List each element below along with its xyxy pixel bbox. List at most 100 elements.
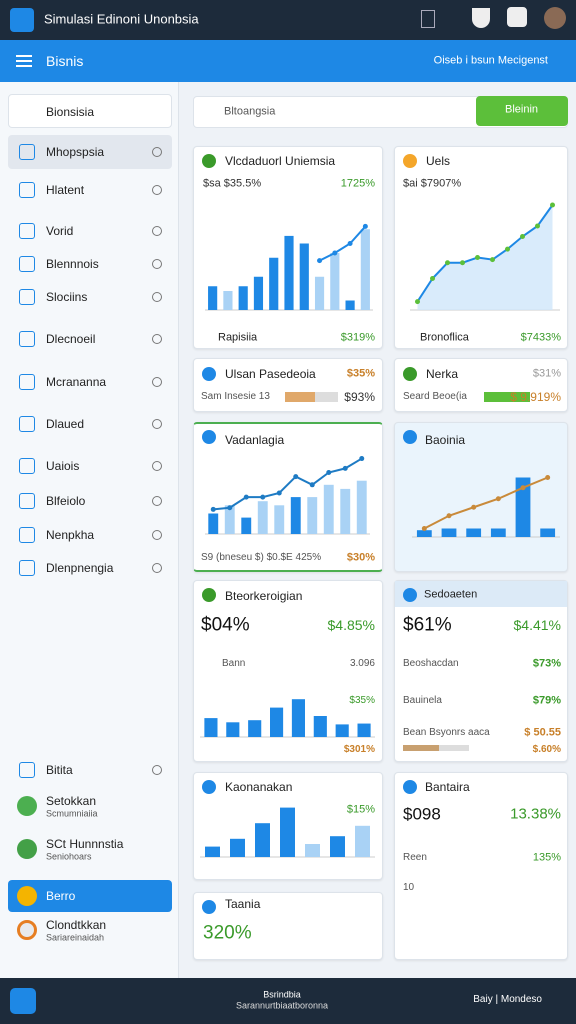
bar: [466, 528, 482, 537]
bar: [356, 480, 367, 534]
card-icon: [202, 367, 216, 381]
point: [520, 234, 525, 239]
row-label: Bean Bsyonrs aaca: [403, 727, 490, 738]
nav-item: Mhopspsia: [46, 145, 105, 159]
bar: [515, 477, 531, 537]
footer-title: Bsrindbia: [263, 989, 301, 1000]
card: [193, 358, 383, 412]
point: [260, 494, 266, 500]
bar: [360, 229, 370, 310]
point: [359, 456, 365, 462]
card-icon: [403, 780, 417, 794]
nav-item: Blfeiolo: [46, 494, 86, 508]
bar: [257, 501, 268, 534]
nav-icon: [19, 182, 35, 198]
avatar[interactable]: [544, 7, 566, 29]
bar: [355, 825, 370, 857]
bar: [253, 276, 264, 310]
bar: [270, 707, 284, 737]
nav-action[interactable]: [152, 496, 162, 506]
progress: [315, 392, 338, 402]
nav-icon: [19, 331, 35, 347]
icon[interactable]: [421, 10, 435, 28]
card: [193, 892, 383, 960]
card-footer-value: $30%: [346, 551, 375, 564]
nav-action[interactable]: [152, 226, 162, 236]
nav-item: Setokkan: [46, 794, 97, 808]
card: [193, 422, 383, 572]
card-footer-label: Seard Beoe(ia: [403, 391, 467, 402]
card-footer-value: $.60%: [532, 744, 561, 755]
bar: [274, 505, 285, 534]
card-footer-label: S9 (bneseu $) $0.$E 425%: [201, 552, 322, 563]
nav-action[interactable]: [152, 530, 162, 540]
point: [326, 470, 332, 475]
point: [430, 276, 435, 281]
nav-action[interactable]: [152, 147, 162, 157]
card-icon: [403, 154, 417, 168]
app-title: Simulasi Edinoni Unonbsia: [44, 11, 199, 27]
nav-action[interactable]: [152, 292, 162, 302]
nav-action[interactable]: [152, 563, 162, 573]
dropdown-label: Bionsisia: [46, 105, 95, 119]
bar: [248, 720, 262, 737]
bar: [305, 844, 320, 857]
nav-item: Hlatent: [46, 183, 85, 197]
point: [490, 257, 495, 263]
nav-icon: [19, 223, 35, 239]
nav-action[interactable]: [152, 765, 162, 775]
message-icon[interactable]: [507, 7, 527, 27]
point: [243, 494, 249, 500]
nav-item: Dlaued: [46, 417, 85, 431]
home-button[interactable]: [10, 988, 36, 1014]
nav-action[interactable]: [152, 259, 162, 269]
nav-item: Nenpkha: [46, 528, 95, 542]
card-title: Ulsan Pasedeoia: [225, 367, 316, 381]
nav-action[interactable]: [152, 185, 162, 195]
point: [445, 260, 450, 266]
line: [416, 204, 554, 303]
nav-selected[interactable]: [8, 135, 172, 169]
row-label: Bauinela: [403, 695, 442, 706]
point: [362, 223, 368, 229]
card-title: Nerka: [426, 367, 459, 381]
notification-icon[interactable]: [472, 8, 490, 28]
nav-action[interactable]: [152, 419, 162, 429]
search-placeholder: Bltoangsia: [224, 105, 276, 118]
card-row-label: Bann: [222, 658, 246, 669]
card-icon: [202, 780, 216, 794]
card-title: Baoinia: [425, 433, 466, 447]
card-icon: [202, 430, 216, 444]
bar: [208, 286, 218, 310]
bar: [345, 300, 355, 310]
point: [421, 526, 427, 531]
app-logo[interactable]: [10, 8, 34, 32]
card-title: Bantaira: [425, 780, 470, 794]
card-value: $ai $7907%: [403, 177, 462, 190]
nav-subitem: Scmumniaiia: [46, 808, 98, 819]
nav-action[interactable]: [152, 461, 162, 471]
point: [520, 485, 526, 491]
card-value: 320%: [203, 922, 252, 944]
row-value: $73%: [532, 657, 561, 670]
nav-action[interactable]: [152, 377, 162, 387]
point: [495, 496, 501, 502]
point: [227, 505, 233, 511]
nav-action[interactable]: [152, 334, 162, 344]
action-button[interactable]: [476, 96, 568, 126]
card-icon: [202, 900, 216, 914]
bar: [224, 505, 235, 534]
card: [394, 772, 568, 960]
dropdown[interactable]: [8, 94, 172, 128]
menu-button[interactable]: [16, 55, 32, 67]
point: [535, 223, 540, 229]
bar: [313, 716, 327, 737]
card-footer-value: $301%: [343, 744, 375, 755]
bar: [540, 528, 556, 537]
toolbar: [0, 40, 576, 82]
nav-icon: [19, 560, 35, 576]
card-change: $31%: [532, 367, 561, 380]
bar: [226, 722, 240, 737]
card: [193, 580, 383, 762]
bar: [241, 517, 252, 534]
